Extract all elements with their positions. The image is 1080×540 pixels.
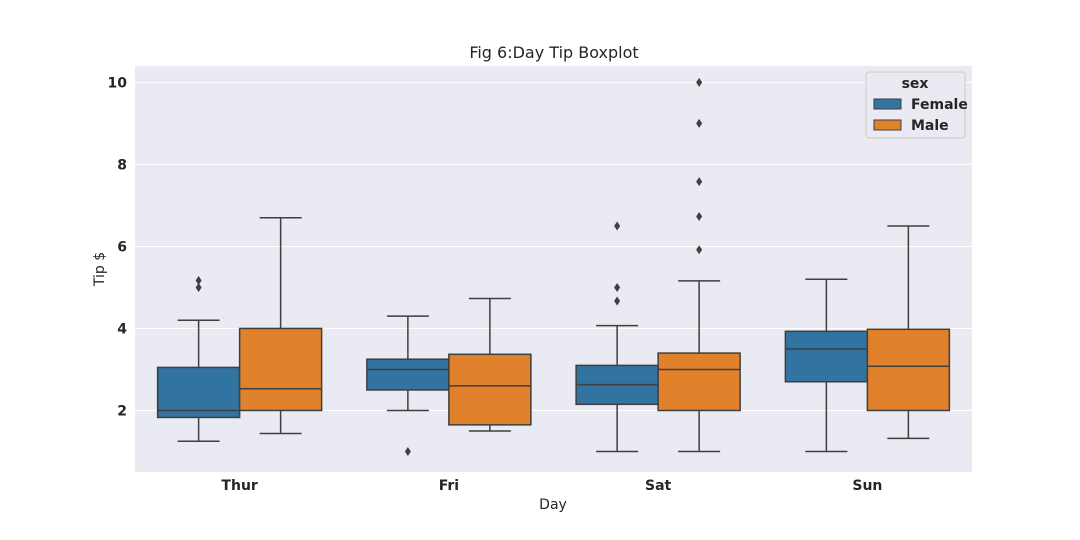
outlier-point-female-sat-0 [614,296,621,306]
x-tick-label-thur: Thur [221,478,257,494]
box-male-fri [448,297,532,432]
outlier-point-female-fri-0 [404,446,411,456]
box-male-sat [657,77,741,453]
outlier-point-male-sat-4 [696,77,703,87]
box-iqr-male-thur [238,327,323,412]
box-male-sun [866,225,951,440]
y-axis-label: Tip $ [92,252,108,287]
box-iqr-female-fri [366,358,450,391]
legend-label-male: Male [911,118,949,134]
legend-swatch-female [873,98,902,110]
y-tick-label-6: 6 [117,239,127,255]
box-male-thur [238,216,323,435]
x-axis-ticks: Thur Fri Sat Sun [221,478,882,494]
y-axis-ticks: 2 4 6 8 10 [108,75,128,419]
y-tick-label-4: 4 [117,321,127,337]
outlier-point-female-thur-1 [195,275,202,285]
box-female-sun [784,278,869,453]
legend: sex Female Male [865,71,968,139]
legend-label-female: Female [911,97,968,113]
outlier-point-female-thur-0 [195,282,202,292]
box-iqr-female-thur [156,366,241,419]
y-tick-label-2: 2 [117,403,127,419]
box-series [156,77,951,456]
box-female-thur [156,275,241,442]
legend-swatch-male [873,119,902,131]
x-tick-label-fri: Fri [439,478,459,494]
outlier-point-male-sat-2 [696,177,703,187]
box-iqr-female-sun [784,330,869,383]
y-tick-label-10: 10 [108,75,128,91]
x-axis-label: Day [539,497,567,513]
chart-title: Fig 6:Day Tip Boxplot [469,43,638,62]
outlier-point-female-sat-1 [614,282,621,292]
x-tick-label-sun: Sun [852,478,882,494]
box-iqr-male-fri [448,353,532,426]
outlier-point-male-sat-1 [696,212,703,222]
outlier-point-female-sat-2 [614,221,621,231]
outlier-point-male-sat-0 [696,245,703,255]
x-tick-label-sat: Sat [645,478,672,494]
legend-title: sex [902,76,929,92]
box-female-sat [575,221,659,453]
box-iqr-male-sun [866,328,951,412]
box-female-fri [366,315,450,456]
outlier-point-male-sat-3 [696,118,703,128]
y-tick-label-8: 8 [117,157,127,173]
box-iqr-male-sat [657,352,741,412]
